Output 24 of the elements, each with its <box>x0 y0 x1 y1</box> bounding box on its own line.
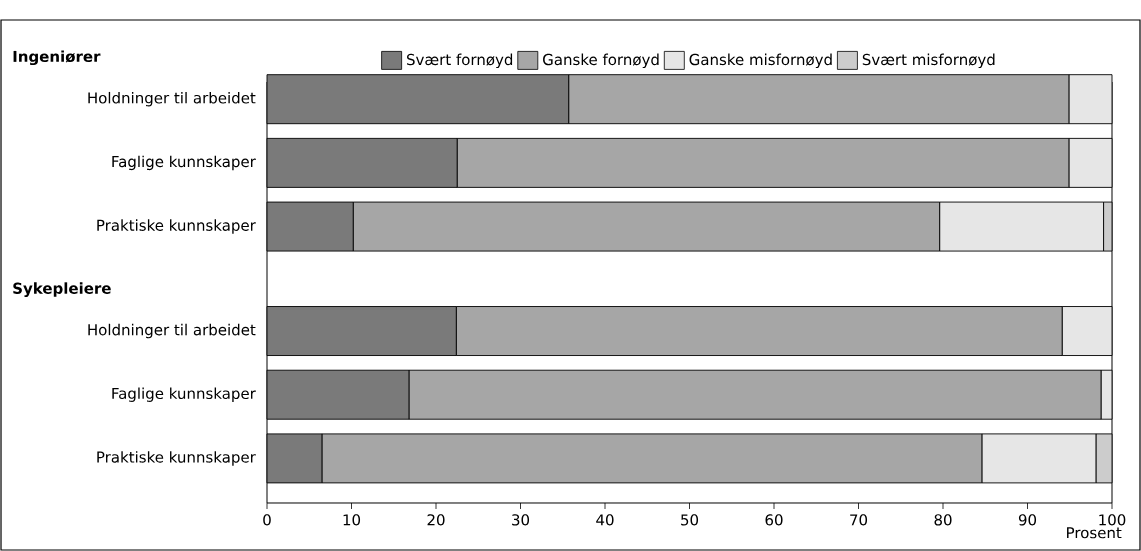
legend-label: Svært misfornøyd <box>862 53 995 69</box>
x-tick-label: 60 <box>765 514 783 526</box>
legend-label: Ganske misfornøyd <box>689 53 832 69</box>
y-tick-label: Praktiske kunnskaper <box>97 451 256 466</box>
x-tick-label: 10 <box>343 514 361 526</box>
y-tick-label: Praktiske kunnskaper <box>97 219 256 234</box>
text: Sykepleiere <box>13 282 111 297</box>
legend-label: Svært fornøyd <box>407 53 513 69</box>
x-tick-label: 30 <box>512 514 530 526</box>
x-tick-label: 40 <box>596 514 614 526</box>
x-tick-label: 70 <box>850 514 868 526</box>
y-tick-label: Holdninger til arbeidet <box>88 91 256 107</box>
y-tick-label: Faglige kunnskaper <box>112 387 256 402</box>
x-tick-label: 80 <box>934 514 952 526</box>
x-tick-label: 50 <box>681 514 699 526</box>
y-tick-label: Faglige kunnskaper <box>112 155 256 171</box>
legend-label: Ganske fornøyd <box>543 53 659 69</box>
x-tick-label: 90 <box>1018 514 1037 526</box>
y-tick-label: Holdninger til arbeidet <box>88 323 256 339</box>
x-tick-label: 20 <box>427 514 445 526</box>
text: Ingeniører <box>13 50 101 66</box>
x-tick-label: 0 <box>263 514 271 526</box>
x-tick-label: 100 <box>1099 514 1126 526</box>
x-axis-title: Prosent <box>1067 527 1122 539</box>
